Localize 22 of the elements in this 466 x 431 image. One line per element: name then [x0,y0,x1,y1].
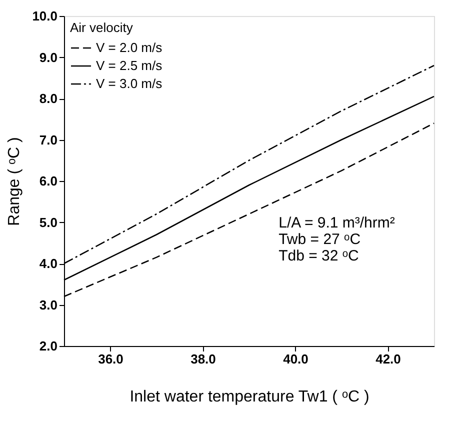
y-tick-label: 2.0 [39,338,58,354]
annotation: Twb = 27 ᵒC [278,230,361,248]
y-tick-label: 4.0 [39,256,58,271]
x-tick-label: 36.0 [98,352,124,366]
legend-title: Air velocity [70,20,134,35]
x-tick-label: 42.0 [376,352,401,366]
annotation: Tdb = 32 ᵒC [278,247,360,264]
y-tick-label: 3.0 [39,297,58,312]
y-tick-label: 8.0 [39,91,58,106]
y-tick-label: 5.0 [39,214,58,230]
legend-label: V = 2.5 m/s [96,58,163,73]
y-axis-title: Range ( ᵒC ) [6,137,24,226]
annotation: L/A = 9.1 m³/hrm² [278,214,395,232]
y-tick-label: 6.0 [39,174,58,188]
y-tick-label: 7.0 [39,132,58,148]
y-tick-label: 10.0 [32,8,58,24]
y-tick-label: 9.0 [39,50,58,65]
x-axis-title: Inlet water temperature Tw1 ( ᵒC ) [130,388,370,406]
legend-label: V = 3.0 m/s [96,76,163,91]
x-tick-label: 40.0 [283,352,308,366]
legend-label: V = 2.0 m/s [96,40,163,55]
x-tick-label: 38.0 [190,352,216,366]
